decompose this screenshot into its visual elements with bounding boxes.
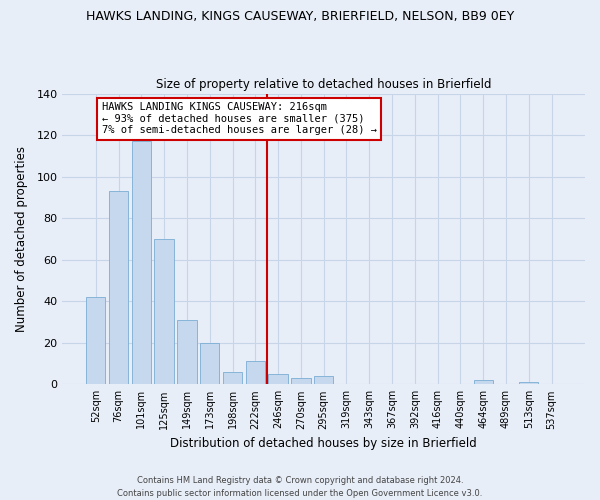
Text: HAWKS LANDING KINGS CAUSEWAY: 216sqm
← 93% of detached houses are smaller (375)
: HAWKS LANDING KINGS CAUSEWAY: 216sqm ← 9… xyxy=(101,102,377,136)
Text: Contains HM Land Registry data © Crown copyright and database right 2024.
Contai: Contains HM Land Registry data © Crown c… xyxy=(118,476,482,498)
Bar xyxy=(519,382,538,384)
Bar xyxy=(109,191,128,384)
Bar xyxy=(200,343,220,384)
Bar xyxy=(314,376,334,384)
Bar xyxy=(154,239,174,384)
Bar xyxy=(245,362,265,384)
Bar xyxy=(268,374,288,384)
Title: Size of property relative to detached houses in Brierfield: Size of property relative to detached ho… xyxy=(156,78,491,91)
Y-axis label: Number of detached properties: Number of detached properties xyxy=(15,146,28,332)
Text: HAWKS LANDING, KINGS CAUSEWAY, BRIERFIELD, NELSON, BB9 0EY: HAWKS LANDING, KINGS CAUSEWAY, BRIERFIEL… xyxy=(86,10,514,23)
Bar xyxy=(473,380,493,384)
Bar xyxy=(86,297,106,384)
Bar xyxy=(223,372,242,384)
Bar xyxy=(131,142,151,384)
Bar xyxy=(291,378,311,384)
X-axis label: Distribution of detached houses by size in Brierfield: Distribution of detached houses by size … xyxy=(170,437,477,450)
Bar xyxy=(177,320,197,384)
